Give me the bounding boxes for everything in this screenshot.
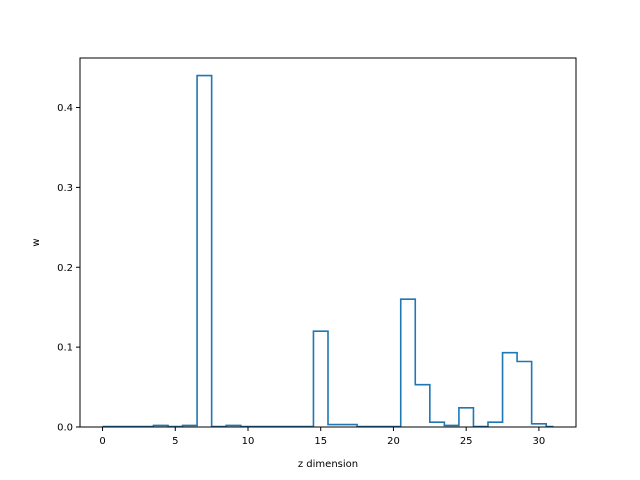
- y-tick-label: 0.1: [57, 343, 73, 354]
- series-line-0: [102, 74, 554, 428]
- y-axis-label: w: [31, 238, 42, 246]
- x-tick-label: 30: [533, 436, 546, 447]
- x-tick-label: 25: [460, 436, 473, 447]
- x-tick-label: 15: [314, 436, 327, 447]
- y-tick-label: 0.3: [57, 183, 73, 194]
- x-tick-label: 10: [242, 436, 255, 447]
- x-tick-label: 20: [387, 436, 400, 447]
- y-axis-ticks: 0.0 0.1 0.2 0.3 0.4: [57, 103, 80, 434]
- x-tick-label: 5: [172, 436, 178, 447]
- plot-frame: [79, 57, 577, 428]
- x-tick-label: 0: [99, 436, 105, 447]
- x-axis-label: z dimension: [298, 459, 358, 470]
- series-layer: [102, 74, 554, 428]
- y-tick-label: 0.2: [57, 263, 73, 274]
- y-tick-label: 0.0: [57, 423, 73, 434]
- y-tick-label: 0.4: [57, 103, 73, 114]
- x-axis-ticks: 0 5 10 15 20 25 30: [99, 427, 545, 447]
